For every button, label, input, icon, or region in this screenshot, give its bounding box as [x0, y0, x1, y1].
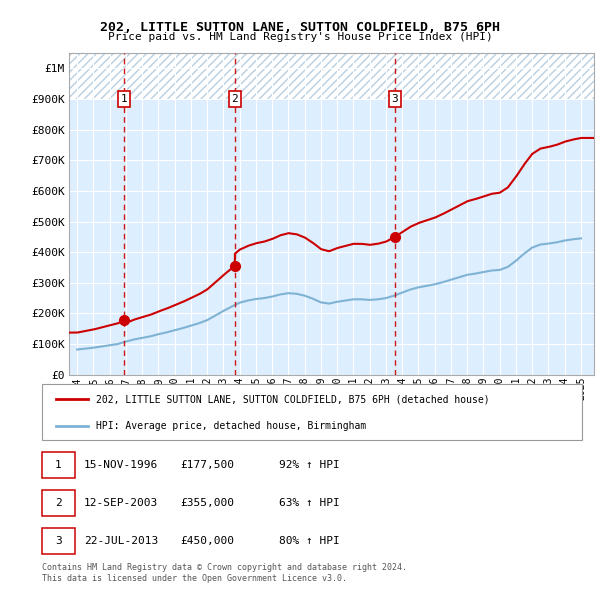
- Text: 92% ↑ HPI: 92% ↑ HPI: [279, 460, 340, 470]
- Text: £355,000: £355,000: [180, 498, 234, 508]
- Text: Price paid vs. HM Land Registry's House Price Index (HPI): Price paid vs. HM Land Registry's House …: [107, 32, 493, 42]
- Text: 1: 1: [55, 460, 62, 470]
- Text: 3: 3: [392, 94, 398, 104]
- Text: 3: 3: [55, 536, 62, 546]
- Text: 2: 2: [232, 94, 238, 104]
- Text: 80% ↑ HPI: 80% ↑ HPI: [279, 536, 340, 546]
- Text: 202, LITTLE SUTTON LANE, SUTTON COLDFIELD, B75 6PH (detached house): 202, LITTLE SUTTON LANE, SUTTON COLDFIEL…: [96, 394, 490, 404]
- Text: 12-SEP-2003: 12-SEP-2003: [84, 498, 158, 508]
- Text: HPI: Average price, detached house, Birmingham: HPI: Average price, detached house, Birm…: [96, 421, 366, 431]
- Text: 63% ↑ HPI: 63% ↑ HPI: [279, 498, 340, 508]
- Text: £450,000: £450,000: [180, 536, 234, 546]
- Text: 22-JUL-2013: 22-JUL-2013: [84, 536, 158, 546]
- Text: 1: 1: [121, 94, 127, 104]
- FancyBboxPatch shape: [42, 384, 582, 440]
- Text: 15-NOV-1996: 15-NOV-1996: [84, 460, 158, 470]
- Text: 202, LITTLE SUTTON LANE, SUTTON COLDFIELD, B75 6PH: 202, LITTLE SUTTON LANE, SUTTON COLDFIEL…: [100, 21, 500, 34]
- Text: 2: 2: [55, 498, 62, 508]
- Text: £177,500: £177,500: [180, 460, 234, 470]
- Text: Contains HM Land Registry data © Crown copyright and database right 2024.
This d: Contains HM Land Registry data © Crown c…: [42, 563, 407, 583]
